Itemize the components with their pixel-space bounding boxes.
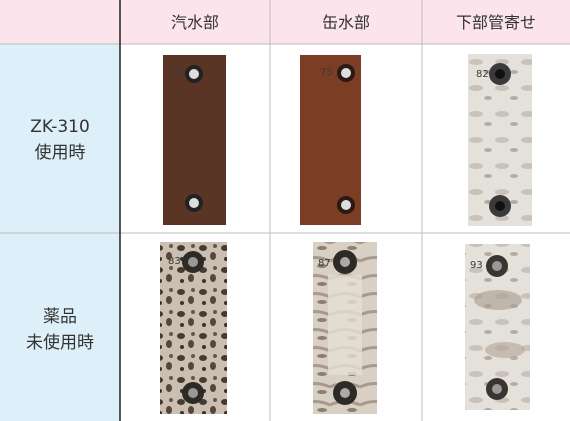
coupon-number: 75 — [320, 67, 333, 78]
row-label: ZK-310 — [30, 117, 90, 137]
row-label: 使用時 — [35, 142, 86, 163]
coupon-number: 71 — [168, 68, 181, 79]
coupon-photo: 75 — [300, 55, 361, 225]
column-header: 缶水部 — [322, 13, 370, 32]
coupon-photo: 93 — [465, 244, 530, 410]
coupon-photo: 71 — [163, 55, 226, 225]
coupon-number: 82 — [476, 69, 489, 80]
coupon-photo: 87 — [313, 242, 377, 414]
row-label: 薬品 — [43, 307, 77, 327]
coupon-number: 93 — [470, 260, 483, 271]
coupon-number: 83 — [168, 256, 181, 267]
coupon-number: 87 — [318, 258, 331, 269]
header-bg — [0, 0, 570, 44]
row-label: 未使用時 — [26, 332, 94, 353]
coupon-photo: 83 — [160, 242, 227, 414]
column-header: 汽水部 — [171, 13, 219, 32]
coupon-photo: 82 — [468, 54, 532, 226]
column-header: 下部管寄せ — [456, 13, 536, 32]
